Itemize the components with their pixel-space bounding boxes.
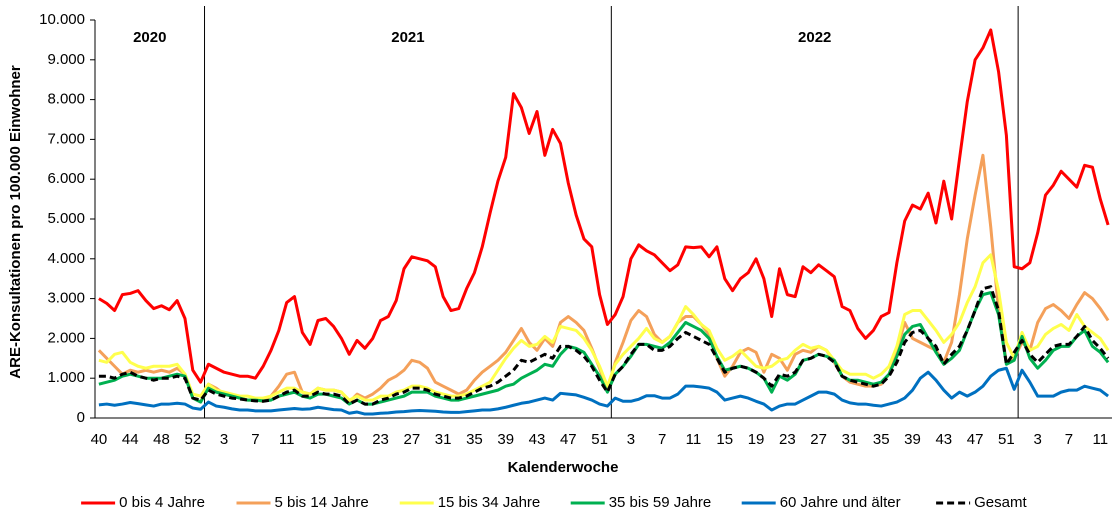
legend-label: Gesamt <box>974 494 1027 511</box>
y-tick-label: 10.000 <box>39 11 85 28</box>
x-tick-label: 44 <box>122 431 139 448</box>
legend-label: 60 Jahre und älter <box>780 494 901 511</box>
x-tick-label: 27 <box>810 431 827 448</box>
y-tick-label: 9.000 <box>47 51 85 68</box>
y-tick-label: 1.000 <box>47 369 85 386</box>
y-tick-label: 6.000 <box>47 170 85 187</box>
x-tick-label: 31 <box>842 431 859 448</box>
x-tick-label: 23 <box>779 431 796 448</box>
legend-label: 0 bis 4 Jahre <box>119 494 205 511</box>
x-tick-label: 19 <box>341 431 358 448</box>
y-tick-label: 3.000 <box>47 290 85 307</box>
x-tick-label: 43 <box>935 431 952 448</box>
x-tick-label: 39 <box>497 431 514 448</box>
x-tick-label: 39 <box>904 431 921 448</box>
year-label: 2020 <box>133 29 166 46</box>
y-tick-label: 5.000 <box>47 210 85 227</box>
x-tick-label: 48 <box>153 431 170 448</box>
x-tick-label: 52 <box>184 431 201 448</box>
series-line <box>97 153 1110 404</box>
y-axis-title: ARE-Konsultationen pro 100.000 Einwohner <box>7 65 24 379</box>
y-tick-label: 0 <box>77 409 85 426</box>
legend-label: 35 bis 59 Jahre <box>609 494 712 511</box>
x-tick-label: 11 <box>1092 431 1108 448</box>
y-tick-label: 4.000 <box>47 250 85 267</box>
x-tick-label: 11 <box>279 431 295 448</box>
x-tick-label: 3 <box>627 431 635 448</box>
x-tick-label: 35 <box>466 431 483 448</box>
year-label: 2022 <box>798 29 831 46</box>
x-tick-label: 19 <box>748 431 765 448</box>
x-tick-label: 3 <box>220 431 228 448</box>
x-tick-label: 11 <box>686 431 702 448</box>
x-tick-label: 15 <box>310 431 327 448</box>
x-tick-label: 51 <box>998 431 1015 448</box>
x-tick-label: 31 <box>435 431 452 448</box>
x-tick-label: 47 <box>560 431 577 448</box>
x-tick-label: 3 <box>1034 431 1042 448</box>
x-tick-label: 47 <box>967 431 984 448</box>
year-label: 2021 <box>391 29 424 46</box>
series-line <box>98 366 1110 416</box>
x-tick-label: 7 <box>658 431 666 448</box>
x-tick-label: 35 <box>873 431 890 448</box>
y-tick-label: 7.000 <box>47 130 85 147</box>
x-tick-label: 40 <box>91 431 108 448</box>
series-line <box>98 253 1110 402</box>
x-tick-label: 51 <box>591 431 608 448</box>
x-tick-label: 7 <box>1065 431 1073 448</box>
x-tick-label: 15 <box>716 431 733 448</box>
y-tick-label: 2.000 <box>47 329 85 346</box>
x-tick-label: 27 <box>403 431 420 448</box>
series-line <box>98 285 1110 406</box>
x-tick-label: 7 <box>251 431 259 448</box>
x-tick-label: 23 <box>372 431 389 448</box>
y-tick-label: 8.000 <box>47 91 85 108</box>
x-tick-label: 43 <box>529 431 546 448</box>
x-axis-title: Kalenderwoche <box>508 459 619 476</box>
series-line <box>98 28 1110 384</box>
legend-label: 5 bis 14 Jahre <box>275 494 369 511</box>
legend-label: 15 bis 34 Jahre <box>438 494 541 511</box>
